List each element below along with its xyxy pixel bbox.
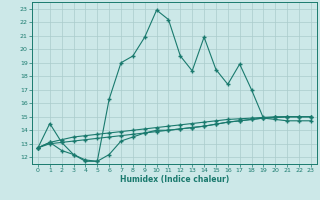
X-axis label: Humidex (Indice chaleur): Humidex (Indice chaleur) <box>120 175 229 184</box>
